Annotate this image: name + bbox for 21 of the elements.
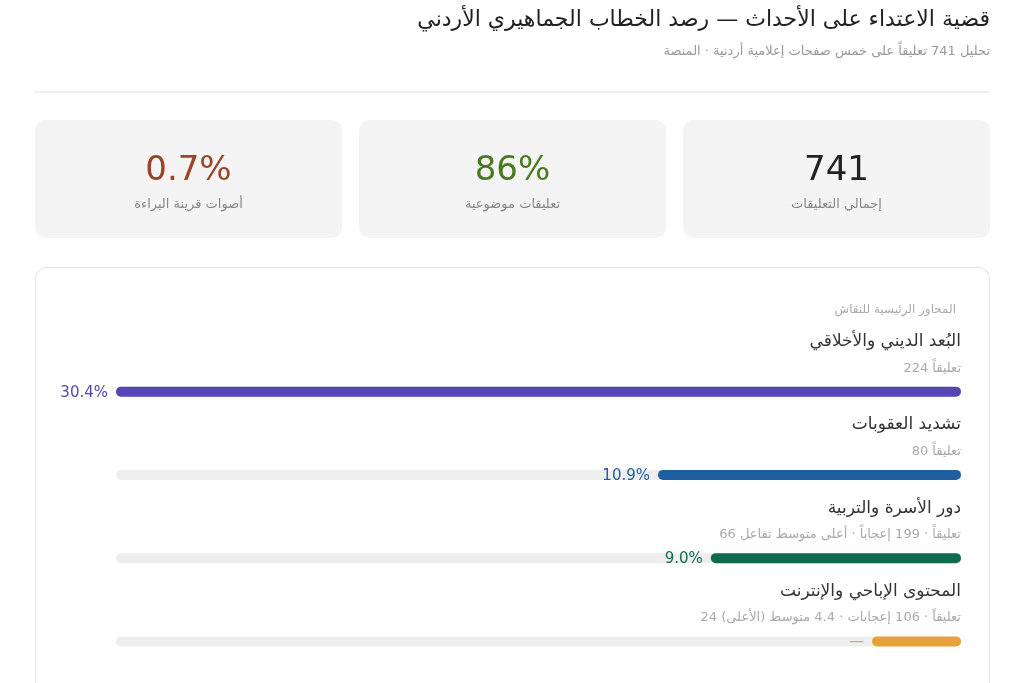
text: 86% xyxy=(473,148,552,188)
data-label: 30.4% xyxy=(60,382,108,401)
data-label: 10.9% xyxy=(602,465,651,484)
annotation: 66 تعليقاً · 199 إعجاباً · أعلى متوسط تفاعل xyxy=(719,524,962,543)
y-tick-label: المحتوى الإباحي والإنترنت xyxy=(779,579,961,601)
text: تعليقات موضوعية xyxy=(463,196,562,211)
annotation: 80 تعليقاً xyxy=(911,441,962,458)
data-label: 9.0% xyxy=(664,549,703,568)
y-tick-label: دور الأسرة والتربية xyxy=(827,496,961,517)
annotation: 24 تعليقاً · 106 إعجابات · 4.4 متوسط (الأعلى) xyxy=(700,607,962,626)
text: 741 xyxy=(803,148,870,188)
annotation: 224 تعليقاً xyxy=(903,357,962,375)
y-tick-label: تشديد العقوبات xyxy=(851,413,962,434)
text: إجمالي التعليقات xyxy=(790,196,883,211)
text: 0.7% xyxy=(144,148,233,188)
text: قضية الاعتداء على الأحداث — رصد الخطاب الجماهيري الأردني xyxy=(417,6,990,31)
data-label: — xyxy=(849,632,865,651)
y-tick-label: البُعد الديني والأخلاقي xyxy=(809,330,961,352)
chart-title: المحاور الرئيسية للنقاش xyxy=(834,302,957,317)
text: تحليل 741 تعليقاً على خمس صفحات إعلامية أردنية · المنصة xyxy=(662,43,990,58)
text: أصوات قرينة البراءة xyxy=(133,196,244,211)
